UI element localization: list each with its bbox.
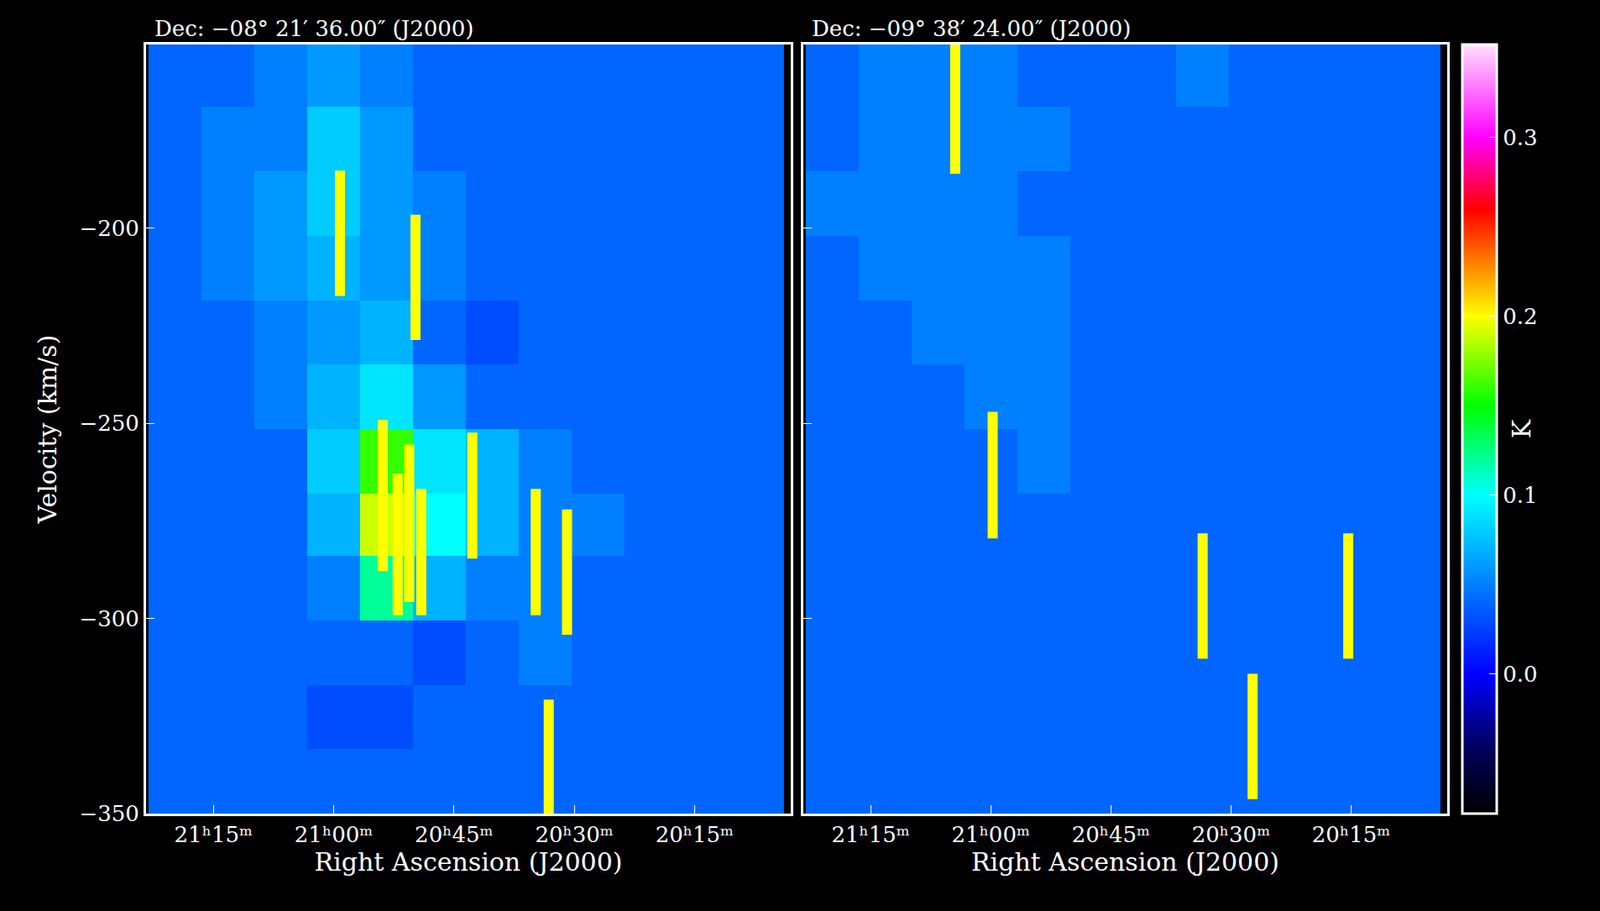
svg-text:20ʰ15ᵐ: 20ʰ15ᵐ: [1312, 821, 1391, 848]
svg-text:−200: −200: [78, 215, 139, 241]
svg-text:0.3: 0.3: [1502, 125, 1538, 151]
svg-text:0.1: 0.1: [1502, 482, 1538, 508]
svg-text:20ʰ15ᵐ: 20ʰ15ᵐ: [655, 821, 734, 848]
svg-text:−250: −250: [78, 410, 139, 436]
svg-text:21ʰ15ᵐ: 21ʰ15ᵐ: [831, 821, 910, 848]
svg-text:−350: −350: [78, 800, 139, 827]
svg-text:20ʰ30ᵐ: 20ʰ30ᵐ: [534, 821, 613, 848]
svg-text:21ʰ00ᵐ: 21ʰ00ᵐ: [294, 821, 373, 848]
svg-text:20ʰ45ᵐ: 20ʰ45ᵐ: [414, 821, 493, 848]
svg-text:Velocity (km/s): Velocity (km/s): [32, 334, 63, 525]
svg-text:Right Ascension (J2000): Right Ascension (J2000): [971, 847, 1280, 877]
svg-text:0.2: 0.2: [1502, 303, 1538, 330]
svg-text:Right Ascension (J2000): Right Ascension (J2000): [314, 847, 623, 877]
svg-text:20ʰ45ᵐ: 20ʰ45ᵐ: [1071, 821, 1151, 848]
svg-text:Dec: −08° 21′ 36.00″ (J2000): Dec: −08° 21′ 36.00″ (J2000): [154, 15, 475, 42]
svg-text:Dec: −09° 38′ 24.00″ (J2000): Dec: −09° 38′ 24.00″ (J2000): [811, 15, 1132, 42]
svg-text:−300: −300: [78, 606, 139, 632]
svg-text:21ʰ15ᵐ: 21ʰ15ᵐ: [174, 821, 253, 848]
svg-text:21ʰ00ᵐ: 21ʰ00ᵐ: [951, 821, 1031, 848]
svg-text:0.0: 0.0: [1502, 661, 1538, 687]
svg-text:20ʰ30ᵐ: 20ʰ30ᵐ: [1192, 821, 1271, 848]
svg-text:K: K: [1506, 418, 1537, 439]
